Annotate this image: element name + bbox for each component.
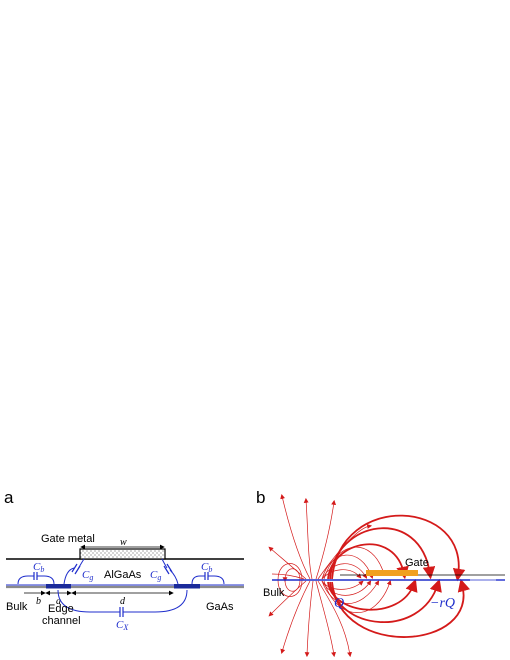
- cg-left-wire-b: [77, 558, 85, 570]
- field-line: [327, 543, 409, 580]
- field-line: [303, 497, 313, 580]
- cb-left-wire-b: [37, 575, 55, 585]
- field-line: [321, 580, 380, 604]
- field-line: [329, 578, 442, 623]
- channel-label: channel: [42, 615, 81, 627]
- field-line: [323, 580, 392, 613]
- bulk-label-b: Bulk: [263, 587, 285, 599]
- field-line: [280, 493, 311, 580]
- cg-left-plate-1: [71, 563, 78, 573]
- gaas-label: GaAs: [206, 601, 234, 613]
- field-line: [315, 580, 336, 658]
- gate-metal-block: [79, 548, 166, 560]
- cg-right-plate-1: [163, 565, 170, 575]
- field-line: [321, 580, 364, 590]
- field-lines-thick: [327, 514, 470, 638]
- cx-wire-b: [123, 589, 188, 613]
- cg-right-wire-b: [169, 569, 179, 585]
- edge-label: Edge: [48, 603, 74, 615]
- field-line: [321, 554, 374, 580]
- panel-b-label: b: [256, 488, 265, 507]
- cb-left-label: Cb: [33, 561, 44, 574]
- panel-a-label: a: [4, 488, 14, 507]
- field-line: [277, 563, 303, 581]
- field-line: [280, 580, 311, 655]
- w-label: w: [120, 537, 127, 548]
- gate-electrode: [366, 570, 418, 576]
- cg-right-wire-a: [161, 558, 168, 569]
- field-line: [277, 579, 303, 597]
- cb-right-wire-b: [208, 575, 225, 585]
- cx-wire-a: [57, 589, 120, 613]
- field-line: [282, 568, 301, 583]
- field-line: [317, 580, 352, 658]
- cb-right-label: Cb: [201, 561, 212, 574]
- q-charge-label: Q: [334, 596, 344, 611]
- field-line: [268, 580, 307, 617]
- field-line: [321, 563, 368, 580]
- field-line: [304, 580, 314, 658]
- a-label: a: [56, 596, 61, 607]
- cg-left-wire-a: [63, 567, 75, 585]
- field-line: [315, 499, 337, 580]
- field-line: [331, 514, 466, 582]
- b-label: b: [36, 596, 41, 607]
- d-label: d: [120, 596, 126, 607]
- gate-metal-label: Gate metal: [41, 533, 95, 545]
- gate-label: Gate: [405, 557, 429, 569]
- cg-right-label: Cg: [150, 569, 161, 582]
- field-line: [327, 578, 418, 611]
- edge-channel-right: [174, 584, 200, 589]
- cx-label: CX: [116, 619, 129, 632]
- bulk-label-a: Bulk: [6, 601, 28, 613]
- cb-left-wire-a: [17, 575, 34, 585]
- algaas-label: AlGaAs: [104, 569, 142, 581]
- field-line: [331, 578, 470, 638]
- field-line: [268, 546, 307, 580]
- panel-a: a Gate metal w AlGaAs Cb Cb: [4, 488, 244, 632]
- field-lines-thin: [268, 493, 392, 658]
- cg-left-label: Cg: [82, 569, 93, 582]
- edge-channel-left: [46, 584, 71, 589]
- image-charge-label: −rQ: [430, 596, 455, 611]
- panel-b: b: [256, 488, 505, 658]
- field-line: [271, 573, 305, 580]
- field-line: [284, 579, 301, 592]
- cb-right-wire-a: [191, 575, 205, 585]
